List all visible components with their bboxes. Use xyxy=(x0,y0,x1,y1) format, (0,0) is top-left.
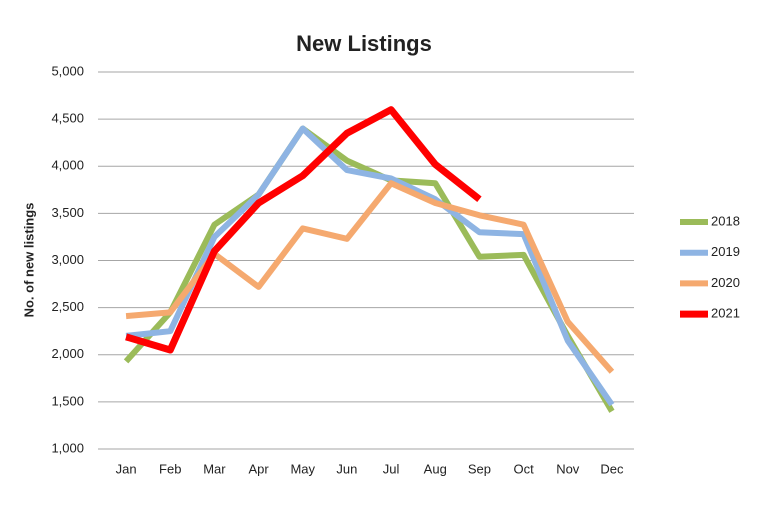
x-tick-label: Oct xyxy=(513,461,534,476)
series-line xyxy=(125,125,615,407)
legend-label: 2018 xyxy=(711,213,740,228)
y-tick-label: 1,000 xyxy=(51,440,84,455)
x-tick-label: Dec xyxy=(600,461,624,476)
x-tick-label: Jun xyxy=(336,461,357,476)
y-tick-label: 2,500 xyxy=(51,299,84,314)
y-tick-label: 3,000 xyxy=(51,252,84,267)
series-line xyxy=(123,125,615,413)
y-tick-label: 4,000 xyxy=(51,158,84,173)
legend-label: 2020 xyxy=(711,275,740,290)
x-tick-label: Apr xyxy=(248,461,269,476)
x-tick-label: Jan xyxy=(116,461,137,476)
y-tick-label: 1,500 xyxy=(51,393,84,408)
legend-label: 2019 xyxy=(711,244,740,259)
y-tick-label: 5,000 xyxy=(51,63,84,78)
x-tick-label: Aug xyxy=(424,461,447,476)
y-axis-label: No. of new listings xyxy=(21,203,36,318)
x-tick-label: Mar xyxy=(203,461,226,476)
series-line xyxy=(125,106,482,354)
x-tick-label: May xyxy=(290,461,315,476)
x-tick-label: Nov xyxy=(556,461,580,476)
x-tick-label: Sep xyxy=(468,461,491,476)
y-tick-label: 2,000 xyxy=(51,346,84,361)
legend-label: 2021 xyxy=(711,306,740,321)
y-tick-label: 3,500 xyxy=(51,205,84,220)
y-tick-label: 4,500 xyxy=(51,111,84,126)
chart-title: New Listings xyxy=(296,31,432,56)
x-tick-label: Jul xyxy=(383,461,400,476)
x-tick-label: Feb xyxy=(159,461,181,476)
